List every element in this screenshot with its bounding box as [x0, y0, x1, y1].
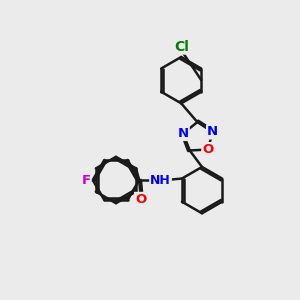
- Text: O: O: [135, 193, 146, 206]
- Text: Cl: Cl: [174, 40, 189, 54]
- Text: N: N: [178, 127, 189, 140]
- Text: N: N: [207, 125, 218, 139]
- Text: O: O: [202, 143, 214, 156]
- Text: NH: NH: [150, 173, 171, 187]
- Text: F: F: [82, 173, 91, 187]
